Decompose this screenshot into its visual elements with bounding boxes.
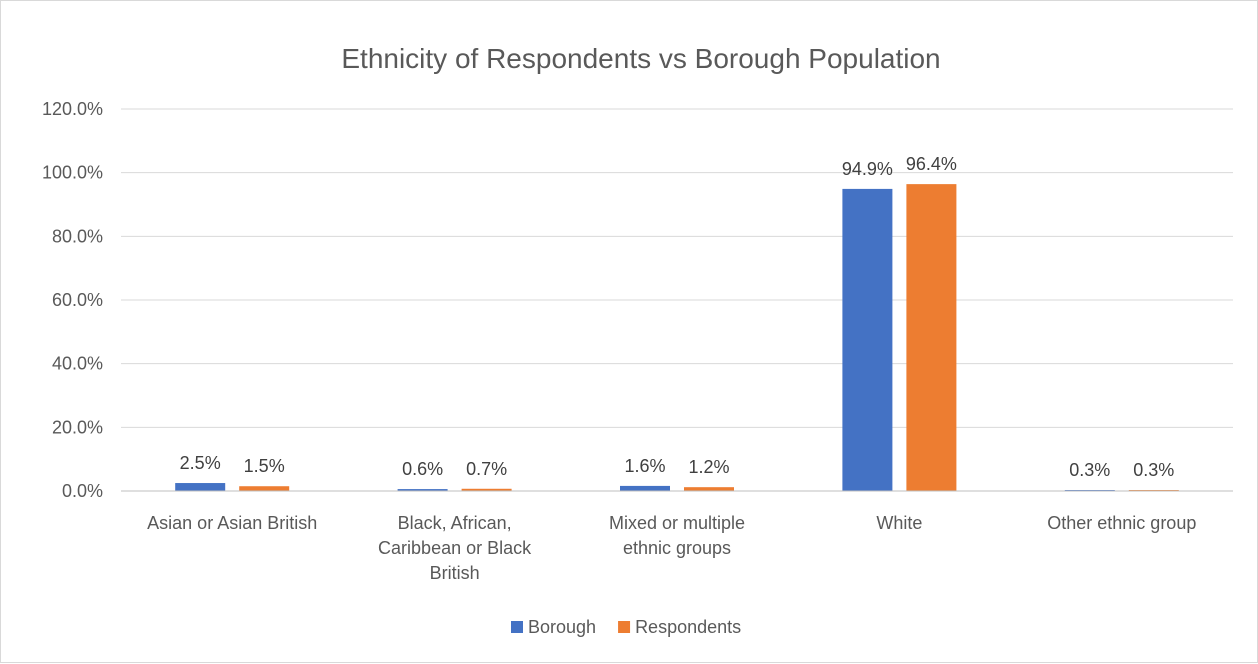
data-label: 0.7% xyxy=(466,459,507,479)
y-axis: 0.0% 20.0% 40.0% 60.0% 80.0% 100.0% 120.0% xyxy=(42,99,103,501)
bar-borough xyxy=(397,489,448,491)
x-category-label: White xyxy=(876,513,922,533)
data-label: 0.3% xyxy=(1133,460,1174,480)
data-label: 0.6% xyxy=(402,459,443,479)
gridlines xyxy=(121,108,1233,428)
data-labels: 2.5% 0.6% 1.6% 94.9% 0.3% 1.5% 0.7% 1.2% 96.4% 0.… xyxy=(180,154,1175,480)
data-label: 1.6% xyxy=(624,456,665,476)
y-tick-label: 40.0% xyxy=(52,354,103,374)
y-tick-label: 100.0% xyxy=(42,163,103,183)
legend-swatch-respondents xyxy=(618,621,631,633)
x-axis-categories: Asian or Asian British Black, African, Car… xyxy=(147,513,1196,583)
bar-borough xyxy=(175,483,226,491)
y-tick-label: 120.0% xyxy=(42,99,103,119)
x-category-label: Black, African, Caribbean or Black British xyxy=(378,513,532,583)
data-label: 0.3% xyxy=(1069,460,1110,480)
legend-label-respondents: Respondents xyxy=(635,617,741,637)
y-tick-label: 60.0% xyxy=(52,290,103,310)
legend-label-borough: Borough xyxy=(528,617,596,637)
bar-respondents xyxy=(239,486,290,491)
data-label: 1.2% xyxy=(688,457,729,477)
bar-respondents xyxy=(906,184,957,492)
x-category-label: Mixed or multiple ethnic groups xyxy=(609,513,745,558)
x-category-label: Asian or Asian British xyxy=(147,513,317,533)
x-category-label: Other ethnic group xyxy=(1047,513,1196,533)
bar-respondents xyxy=(684,487,734,491)
data-label: 96.4% xyxy=(906,154,957,174)
legend-swatch-borough xyxy=(511,621,523,633)
y-tick-label: 0.0% xyxy=(62,481,103,501)
bar-respondents xyxy=(461,488,512,491)
chart-title: Ethnicity of Respondents vs Borough Popu… xyxy=(341,43,940,74)
bar-borough xyxy=(620,485,670,491)
data-label: 1.5% xyxy=(244,456,285,476)
y-tick-label: 20.0% xyxy=(52,417,103,437)
bars xyxy=(175,184,1179,492)
legend: Borough Respondents xyxy=(511,617,741,637)
y-tick-label: 80.0% xyxy=(52,226,103,246)
data-label: 2.5% xyxy=(180,453,221,473)
data-label: 94.9% xyxy=(842,159,893,179)
bar-borough xyxy=(842,188,893,491)
